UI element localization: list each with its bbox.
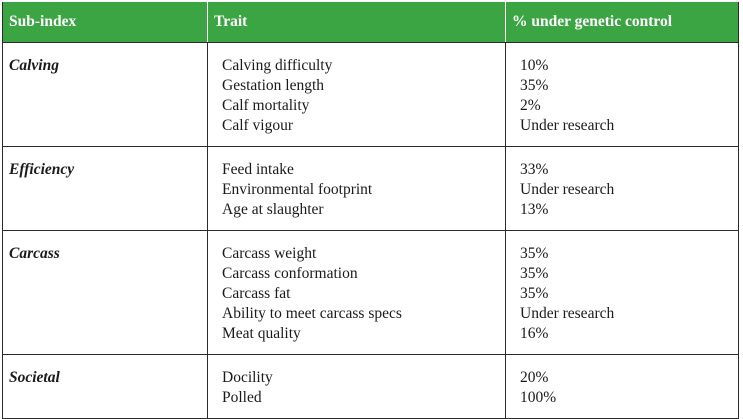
trait-item: Ability to meet carcass specs [222, 305, 402, 322]
value-item: 35% [520, 245, 549, 262]
value-list: 35% 35% 35% Under research 16% [505, 231, 738, 354]
trait-list: Carcass weight Carcass conformation Carc… [207, 231, 505, 354]
header-genetic-control: % under genetic control [505, 2, 738, 42]
value-item: 35% [520, 265, 549, 282]
trait-item: Carcass weight [222, 245, 317, 262]
value-item: 13% [520, 201, 549, 218]
value-item: Under research [520, 181, 615, 198]
subindex-name: Efficiency [9, 161, 75, 178]
section-calving: Calving Calving difficulty Gestation len… [3, 42, 738, 146]
trait-item: Calf vigour [222, 117, 294, 134]
value-item: 10% [520, 57, 549, 74]
value-list: 33% Under research 13% [505, 147, 738, 230]
value-item: 35% [520, 77, 549, 94]
trait-item: Calving difficulty [222, 57, 333, 74]
trait-item: Feed intake [222, 161, 294, 178]
trait-item: Gestation length [222, 77, 325, 94]
trait-list: Feed intake Environmental footprint Age … [207, 147, 505, 230]
trait-item: Polled [222, 389, 262, 406]
trait-item: Meat quality [222, 325, 301, 342]
trait-item: Environmental footprint [222, 181, 373, 198]
section-carcass: Carcass Carcass weight Carcass conformat… [3, 230, 738, 354]
trait-list: Calving difficulty Gestation length Calf… [207, 43, 505, 146]
value-item: Under research [520, 305, 615, 322]
value-item: 33% [520, 161, 549, 178]
subindex-name: Carcass [9, 245, 60, 262]
trait-item: Carcass fat [222, 285, 291, 302]
value-item: 20% [520, 369, 549, 386]
section-efficiency: Efficiency Feed intake Environmental foo… [3, 146, 738, 230]
table-header: Sub-index Trait % under genetic control [3, 2, 738, 42]
trait-item: Calf mortality [222, 97, 310, 114]
value-item: 100% [520, 389, 557, 406]
trait-item: Age at slaughter [222, 201, 324, 218]
trait-item: Docility [222, 369, 273, 386]
header-subindex: Sub-index [9, 13, 77, 30]
value-list: 20% 100% [505, 355, 738, 418]
subindex-name: Calving [9, 57, 59, 74]
subindex-name: Societal [9, 369, 60, 386]
value-item: 16% [520, 325, 549, 342]
value-item: 35% [520, 285, 549, 302]
value-item: Under research [520, 117, 615, 134]
value-item: 2% [520, 97, 541, 114]
value-list: 10% 35% 2% Under research [505, 43, 738, 146]
trait-list: Docility Polled [207, 355, 505, 418]
header-trait: Trait [207, 2, 505, 42]
section-societal: Societal Docility Polled 20% 100% [3, 354, 738, 418]
trait-item: Carcass conformation [222, 265, 358, 282]
